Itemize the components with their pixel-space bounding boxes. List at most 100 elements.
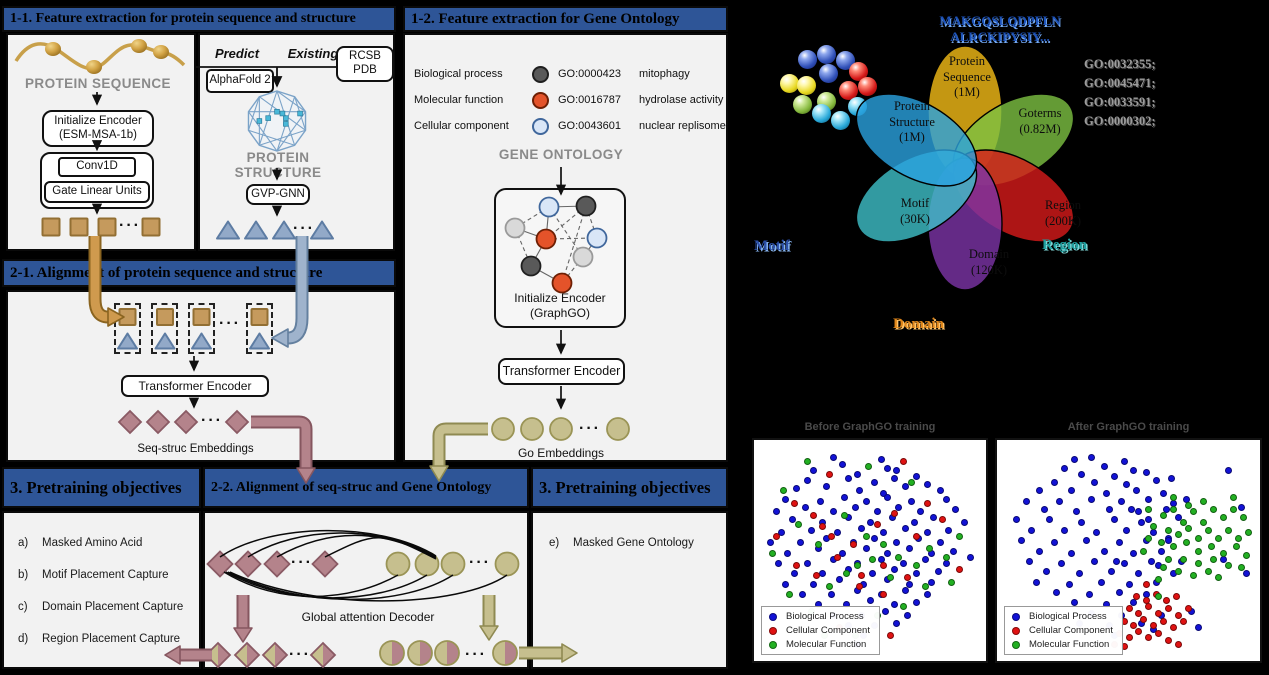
scatter-point [1195, 624, 1203, 632]
scatter-point [829, 508, 837, 516]
ellipsis: ··· [293, 220, 315, 237]
scatter-point [867, 518, 874, 526]
scatter-point [908, 479, 916, 487]
scatter-point [910, 518, 918, 526]
scatter-point [1073, 508, 1081, 516]
scatter-point [1180, 555, 1188, 563]
scatter-point [934, 568, 942, 576]
scatter-point [1135, 628, 1143, 636]
scatter-point [797, 539, 805, 547]
scatter-point [877, 456, 885, 464]
scatter-point [1165, 605, 1173, 613]
venn-petal-label: Region (200K) [1044, 198, 1082, 228]
scatter-point [882, 607, 890, 615]
ellipsis: ··· [289, 646, 311, 663]
scatter-point [1045, 516, 1053, 524]
scatter-point [1180, 617, 1188, 625]
objective-key: e) [549, 537, 560, 549]
rcsb-line1: RCSB [349, 50, 381, 63]
scatter-point [786, 590, 794, 598]
scatter-point [884, 493, 892, 501]
panel-1-2-title: 1-2. Feature extraction for Gene Ontolog… [411, 10, 680, 27]
protein-sphere [797, 76, 816, 95]
scatter-point [1170, 624, 1178, 632]
scatter-point [1157, 547, 1165, 555]
objective-item: a) Masked Amino Acid [18, 537, 142, 549]
go-id-line: GO:0000302; [1084, 114, 1156, 128]
objective-label: Masked Gene Ontology [573, 537, 694, 549]
scatter-point [1137, 518, 1145, 526]
scatter-point [1155, 593, 1163, 601]
scatter-point [871, 535, 879, 543]
protein-sphere [848, 97, 867, 116]
go-embeddings-label: Go Embeddings [517, 446, 605, 460]
scatter-point [1135, 570, 1143, 578]
scatter-point [1145, 495, 1153, 503]
go-legend-label: Biological process [414, 68, 503, 80]
transformer-encoder-box-21: Transformer Encoder [121, 375, 269, 397]
scatter-point [1108, 568, 1116, 576]
scatter-point [890, 566, 898, 574]
scatter-point [1220, 514, 1228, 522]
legend-label: Cellular Component [786, 625, 870, 636]
scatter-point [1145, 516, 1153, 524]
scatter-point [1165, 537, 1173, 545]
scatter-point [825, 582, 833, 590]
venn-petal-label: Goterms (0.82M) [1018, 106, 1062, 136]
scatter-point [960, 518, 968, 526]
venn-outer-label: Region [1042, 237, 1087, 253]
scatter-point [1200, 518, 1208, 526]
conv1d-box: Conv1D [58, 157, 136, 177]
scatter-point [1182, 539, 1190, 547]
scatter-point [795, 520, 803, 528]
scatter-point [803, 458, 811, 466]
objective-key: c) [18, 601, 28, 613]
scatter-point [1120, 458, 1128, 466]
scatter-point [1162, 597, 1170, 605]
scatter-point [906, 545, 914, 553]
gene-ontology-label: GENE ONTOLOGY [498, 147, 624, 162]
go-id: GO:0016787 [558, 94, 621, 106]
scatter-point [827, 533, 835, 540]
scatter-point [1125, 605, 1133, 613]
scatter-point [884, 549, 892, 557]
predict-label: Predict [214, 46, 260, 61]
ellipsis: ··· [465, 646, 487, 663]
scatter-point [803, 559, 811, 567]
gate-linear-units-box: Gate Linear Units [44, 181, 150, 203]
venn-petal-label: Motif (30K) [900, 196, 930, 226]
scatter-point [1068, 549, 1076, 557]
existing-label: Existing [287, 46, 339, 61]
scatter-point [838, 549, 846, 557]
scatter-point [893, 466, 901, 474]
scatter-point [921, 582, 929, 590]
scatter-point [1145, 634, 1153, 642]
scatter-point [1175, 640, 1183, 648]
scatter-point [1115, 588, 1123, 596]
scatter-point [1230, 493, 1238, 501]
scatter-point [1215, 574, 1223, 582]
scatter-point [1180, 518, 1188, 526]
scatter-point [1060, 526, 1068, 534]
scatter-point [1033, 578, 1041, 586]
protein-sphere [780, 74, 799, 93]
scatter-point [1237, 564, 1245, 572]
go-term-circle-icon [532, 66, 549, 83]
scatter-point [1185, 605, 1193, 613]
scatter-point [1155, 609, 1163, 617]
scatter-point [921, 555, 929, 563]
scatter-point [899, 559, 907, 567]
seq-struc-pair-box [188, 303, 215, 354]
scatter-point [1230, 506, 1238, 514]
protein-structure-label: PROTEIN STRUCTURE [234, 150, 322, 180]
scatter-point [1120, 559, 1128, 567]
scatter-legend: Biological Process Cellular Component Mole… [1004, 606, 1123, 655]
scatter-point [956, 533, 964, 540]
gvp-gnn-box: GVP-GNN [246, 184, 310, 205]
seq-struc-pair-box [114, 303, 141, 354]
scatter-point [1132, 487, 1140, 495]
scatter-point [810, 512, 818, 520]
scatter-point [1028, 526, 1036, 534]
venn-petal-label: Protein Sequence (1M) [943, 54, 991, 99]
